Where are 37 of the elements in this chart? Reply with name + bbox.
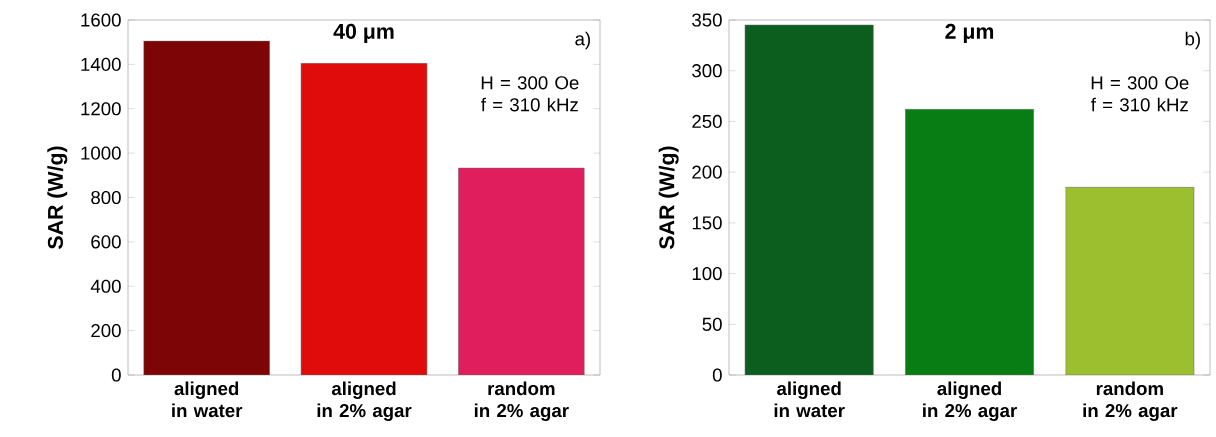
y-tick-label: 350 — [692, 13, 722, 27]
bar — [1065, 187, 1195, 375]
bar — [458, 167, 585, 375]
y-tick-label: 200 — [91, 324, 121, 338]
bar — [905, 108, 1034, 375]
bar — [143, 40, 270, 375]
x-tick-label: aligned in 2% agar — [317, 381, 412, 421]
y-tick-label: 400 — [90, 279, 121, 293]
annotation: a) — [575, 31, 590, 50]
chart-title: 40 μm — [333, 23, 394, 44]
y-tick-label: 1400 — [81, 57, 121, 71]
bar — [300, 63, 428, 375]
chart-title: 2 μm — [945, 23, 994, 44]
y-tick-label: 300 — [692, 64, 722, 78]
x-tick-label: aligned in 2% agar — [923, 381, 1017, 421]
y-tick-label: 600 — [91, 235, 121, 249]
annotation: H = 300 Oe f = 310 kHz — [1091, 76, 1189, 112]
x-tick-label: random in 2% agar — [1083, 381, 1178, 421]
y-tick-label: 1600 — [81, 13, 121, 27]
x-tick-label: random in 2% agar — [474, 381, 569, 421]
y-tick-label: 1000 — [81, 146, 121, 160]
y-tick-label: 0 — [111, 368, 121, 382]
y-tick-label: 0 — [712, 368, 722, 382]
annotation: H = 300 Oe f = 310 kHz — [481, 76, 579, 112]
y-tick-label: 100 — [692, 266, 722, 281]
y-tick-label: 150 — [692, 216, 722, 230]
y-axis-title: SAR (W/g) — [658, 146, 679, 250]
y-tick-label: 1200 — [81, 102, 121, 116]
x-tick-label: aligned in water — [774, 381, 845, 418]
x-tick-label: aligned in water — [172, 381, 243, 418]
y-tick-label: 250 — [692, 114, 722, 129]
y-tick-label: 50 — [702, 317, 722, 331]
annotation: b) — [1185, 31, 1200, 50]
bar — [744, 24, 874, 375]
y-tick-label: 200 — [692, 165, 722, 179]
y-tick-label: 800 — [91, 190, 121, 205]
y-axis-title: SAR (W/g) — [47, 146, 68, 250]
